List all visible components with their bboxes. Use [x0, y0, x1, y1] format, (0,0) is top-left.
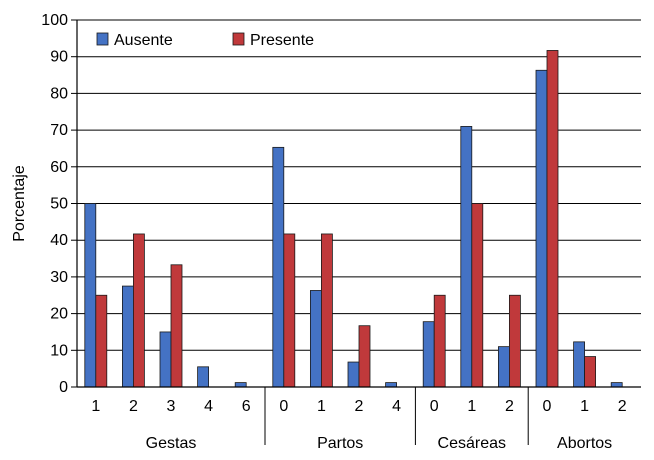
legend-label-presente: Presente [250, 32, 314, 49]
y-tick-label-100: 100 [41, 12, 68, 29]
legend-label-ausente: Ausente [114, 32, 173, 49]
x-tick-label-13: 1 [580, 398, 589, 415]
x-tick-label-2: 3 [167, 398, 176, 415]
bar-ausente-11 [497, 346, 510, 388]
axes [71, 19, 641, 445]
bar-ausente-1 [122, 285, 134, 388]
x-tick-label-8: 4 [392, 398, 401, 415]
bar-ausente-2 [159, 331, 172, 388]
bar-presente-1 [132, 233, 145, 388]
bars [84, 50, 623, 388]
group-label-partos: Partos [317, 435, 363, 452]
bar-ausente-12 [535, 69, 548, 388]
bar-ausente-10 [460, 126, 473, 388]
x-tick-label-5: 0 [279, 398, 288, 415]
bar-ausente-9 [422, 321, 435, 388]
legend-swatch-ausente [96, 32, 109, 46]
y-tick-label-60: 60 [50, 159, 68, 176]
bar-presente-7 [358, 325, 371, 388]
bar-presente-11 [508, 294, 521, 388]
x-tick-label-12: 0 [543, 398, 552, 415]
group-label-gestas: Gestas [146, 435, 197, 452]
y-tick-label-20: 20 [50, 306, 68, 323]
x-tick-label-10: 1 [467, 398, 476, 415]
y-tick-label-90: 90 [50, 49, 68, 66]
y-tick-label-40: 40 [50, 232, 68, 249]
legend-swatch-presente [232, 32, 245, 46]
x-tick-label-14: 2 [618, 398, 627, 415]
x-tick-label-4: 6 [242, 398, 251, 415]
bar-ausente-5 [272, 146, 285, 388]
bar-ausente-8 [385, 382, 398, 388]
bar-ausente-14 [610, 382, 623, 388]
bar-presente-9 [433, 294, 446, 388]
bar-ausente-7 [347, 361, 360, 388]
x-tick-label-0: 1 [91, 398, 100, 415]
y-tick-label-70: 70 [50, 122, 68, 139]
bar-ausente-13 [573, 341, 585, 388]
y-tick-label-30: 30 [50, 269, 68, 286]
bar-ausente-3 [197, 366, 210, 388]
bar-presente-13 [584, 356, 596, 388]
y-tick-label-0: 0 [59, 379, 68, 396]
bar-presente-5 [283, 233, 296, 388]
bar-ausente-6 [309, 290, 322, 388]
group-label-cesáreas: Cesáreas [438, 435, 506, 452]
bar-presente-10 [471, 203, 484, 388]
bar-ausente-4 [234, 382, 247, 388]
y-tick-label-10: 10 [50, 342, 68, 359]
bar-presente-6 [320, 233, 333, 388]
y-tick-label-50: 50 [50, 196, 68, 213]
bar-presente-12 [546, 50, 559, 388]
y-axis-title: Porcentaje [11, 165, 28, 242]
x-tick-label-3: 4 [204, 398, 213, 415]
group-label-abortos: Abortos [557, 435, 612, 452]
bar-presente-0 [95, 294, 108, 388]
x-tick-label-7: 2 [355, 398, 364, 415]
legend: Ausente Presente [96, 32, 314, 49]
y-tick-label-80: 80 [50, 85, 68, 102]
x-tick-label-1: 2 [129, 398, 138, 415]
x-tick-label-9: 0 [430, 398, 439, 415]
bar-ausente-0 [84, 203, 97, 388]
bar-presente-2 [170, 264, 183, 388]
x-tick-label-11: 2 [505, 398, 514, 415]
x-tick-label-6: 1 [317, 398, 326, 415]
